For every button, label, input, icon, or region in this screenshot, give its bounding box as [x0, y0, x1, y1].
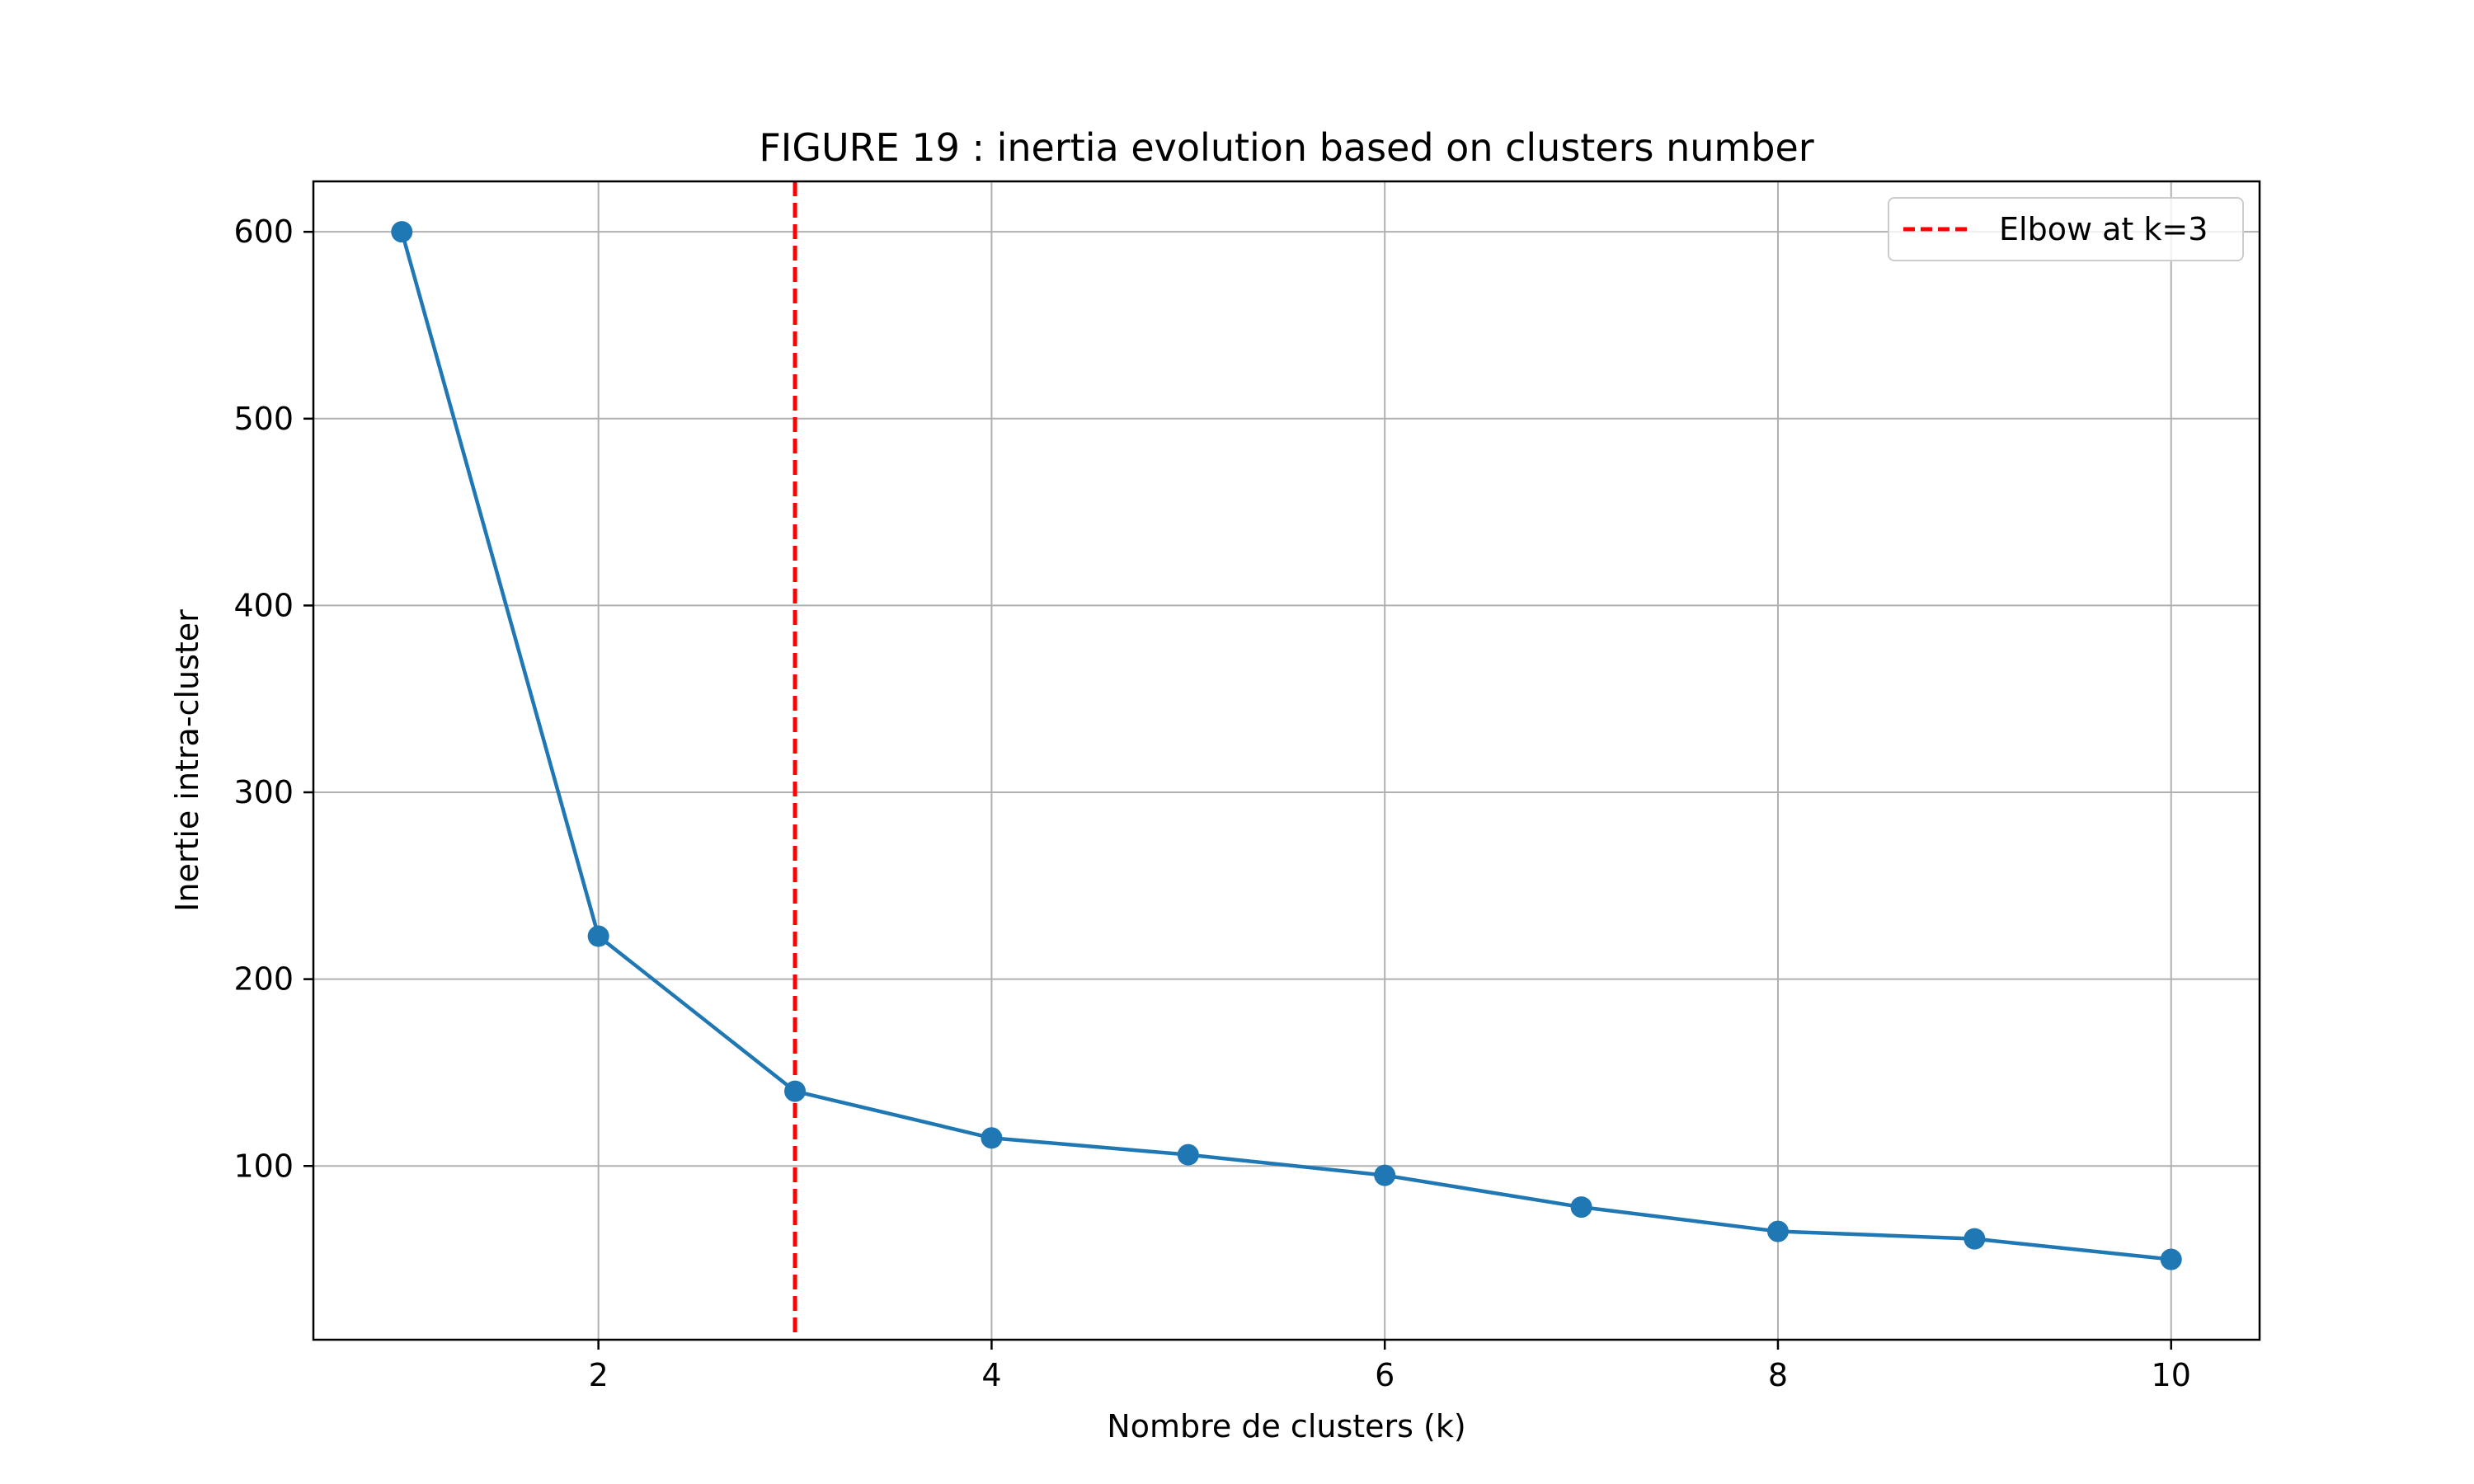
y-axis-ticks: 100 200 300 400 500 600 [233, 214, 313, 1184]
y-tick-label: 400 [233, 587, 294, 623]
x-tick-label: 4 [981, 1357, 1001, 1393]
data-point [2160, 1248, 2182, 1270]
legend: Elbow at k=3 [1888, 197, 2244, 261]
data-point [981, 1127, 1003, 1149]
data-point [1766, 1220, 1789, 1242]
data-point [1177, 1144, 1199, 1166]
data-point [1374, 1164, 1396, 1186]
data-point [1964, 1228, 1986, 1250]
data-point [1570, 1196, 1592, 1219]
y-axis-label: Inertie intra-cluster [169, 609, 205, 912]
chart-title: FIGURE 19 : inertia evolution based on c… [759, 125, 1813, 170]
data-point [784, 1080, 807, 1102]
y-tick-label: 200 [233, 961, 294, 998]
y-tick-label: 500 [233, 401, 294, 437]
legend-box [1888, 197, 2244, 261]
y-tick-label: 300 [233, 774, 294, 810]
y-tick-label: 100 [233, 1148, 294, 1184]
plot-frame [312, 180, 2261, 1341]
x-tick-label: 10 [2152, 1357, 2191, 1393]
data-point [587, 925, 609, 947]
data-point [391, 221, 413, 243]
x-tick-label: 6 [1375, 1357, 1395, 1393]
x-tick-label: 8 [1768, 1357, 1788, 1393]
x-axis-label: Nombre de clusters (k) [1107, 1408, 1465, 1444]
x-tick-label: 2 [589, 1357, 609, 1393]
x-axis-ticks: 2 4 6 8 10 [589, 1340, 2191, 1393]
series-line [400, 231, 2171, 1261]
legend-label: Elbow at k=3 [1999, 211, 2208, 247]
y-tick-label: 600 [233, 214, 294, 250]
data-series [391, 221, 2182, 1270]
